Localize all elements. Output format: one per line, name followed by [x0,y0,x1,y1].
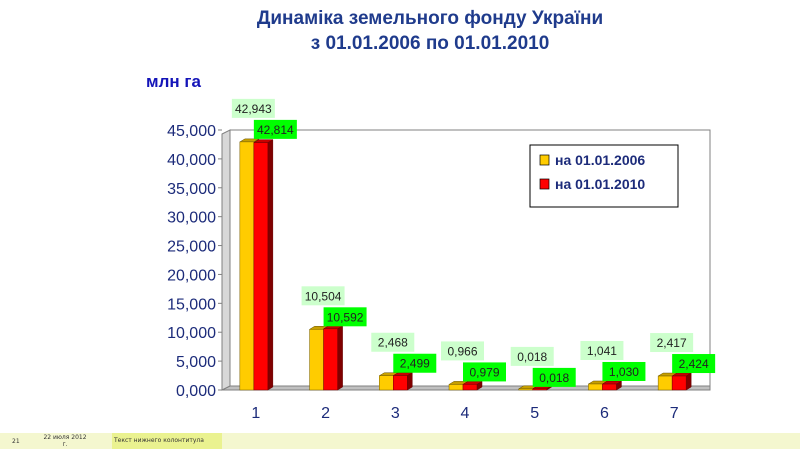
y-tick-label: 25,000 [167,239,216,256]
data-label-box [463,362,506,382]
slide-footer: 21 22 июля 2012 г. Текст нижнего колонти… [0,433,800,449]
y-tick-label: 40,000 [167,152,216,169]
bar [602,383,617,391]
data-label: 2,468 [378,336,408,350]
data-label: 0,966 [447,344,477,358]
data-label: 10,592 [327,310,364,324]
x-tick-label: 2 [321,405,330,422]
footer-date: 22 июля 2012 г. [43,434,87,448]
bar-side [267,139,274,391]
data-label-box [323,307,367,327]
bar [462,384,478,391]
bar [588,383,603,391]
y-tick-label: 20,000 [167,267,216,284]
bar [671,375,687,391]
bar [379,375,394,391]
legend-swatch [539,178,550,190]
data-label: 10,504 [305,289,342,303]
x-tick-label: 5 [530,405,539,422]
bar [518,388,533,391]
data-label-box [253,119,297,139]
data-label: 2,417 [657,336,687,350]
data-label-box [650,333,694,353]
data-label: 2,424 [679,357,709,371]
data-label: 42,814 [257,123,294,137]
unit-label: млн га [146,72,201,91]
x-tick-label: 4 [461,405,470,422]
data-label-box [532,367,576,387]
x-tick-label: 3 [391,405,400,422]
data-label-box [510,346,554,366]
footer-text: Текст нижнего колонтитула [112,433,222,449]
y-tick-label: 30,000 [167,210,216,227]
data-label-box [393,353,437,373]
data-label-box [602,361,646,381]
x-tick-label: 6 [600,405,609,422]
data-label: 2,499 [400,357,430,371]
bar [253,142,269,391]
legend-swatch [539,154,550,166]
bar-side [337,325,343,391]
data-label: 0,018 [539,371,569,385]
data-label-box [231,98,275,118]
y-tick-label: 10,000 [167,325,216,342]
bar [657,375,673,391]
plot-side-wall [221,129,231,391]
x-tick-label: 1 [251,405,260,422]
data-label-box [580,340,624,360]
data-label: 0,979 [469,365,499,379]
x-tick-label: 7 [670,405,679,422]
y-tick-label: 15,000 [167,296,216,313]
bar [448,384,464,391]
data-label: 42,943 [235,102,272,116]
y-tick-label: 45,000 [167,123,216,140]
data-label-box [441,341,484,361]
y-tick-label: 0,000 [176,383,216,400]
bar [309,329,324,391]
title-line-2: з 01.01.2006 по 01.01.2010 [310,33,550,54]
data-label-box [371,332,415,352]
legend-label: на 01.01.2006 [555,152,645,168]
data-label-box [301,286,345,306]
chart-title: Динаміка земельного фонду України з 01.0… [0,6,800,56]
y-tick-label: 35,000 [167,181,216,198]
data-label: 1,041 [587,344,617,358]
bar [239,141,255,391]
legend-label: на 01.01.2010 [555,176,645,192]
bar [393,375,408,391]
bar [532,388,547,391]
data-label: 1,030 [609,365,639,379]
y-tick-label: 5,000 [176,354,216,371]
data-label: 0,018 [517,350,547,364]
slide-number: 21 [12,438,20,445]
legend-box [529,144,679,208]
bar [323,328,338,391]
title-line-1: Динаміка земельного фонду України [256,8,604,29]
data-label-box [672,354,716,374]
